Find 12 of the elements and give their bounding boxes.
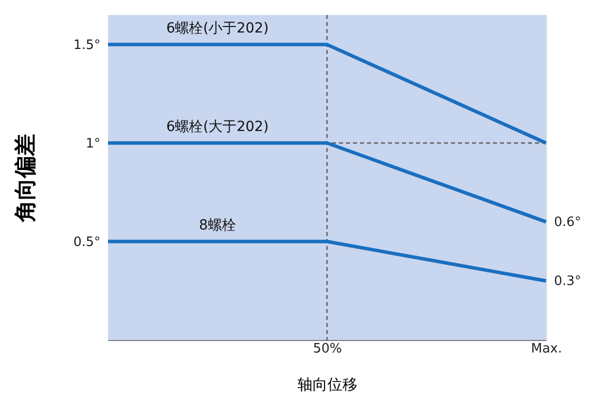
y-tick-label: 1.5° <box>73 38 100 54</box>
x-tick-label: 50% <box>313 342 342 356</box>
y-tick-label: 1° <box>86 136 100 152</box>
series-label: 6螺栓(大于202) <box>166 119 269 136</box>
y-axis-title: 角向偏差 <box>13 134 38 223</box>
annotation: 0.6° <box>554 214 582 230</box>
annotation: 0.3° <box>554 274 582 289</box>
x-tick-label: Max. <box>530 342 562 356</box>
series-label: 6螺栓(小于202) <box>166 20 269 37</box>
x-axis-title: 轴向位移 <box>298 376 358 394</box>
series-label: 8螺栓 <box>199 218 236 234</box>
y-tick-label: 0.5° <box>73 235 100 250</box>
